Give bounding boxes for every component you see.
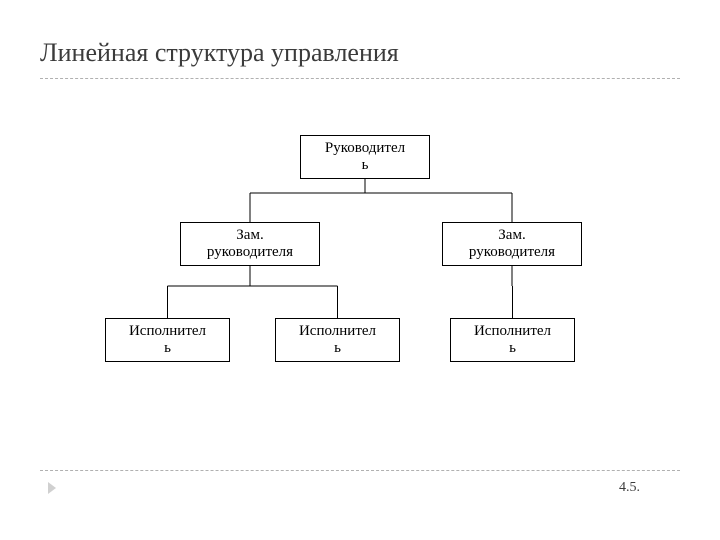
org-node-ex1: Исполнител ь (105, 318, 230, 362)
org-node-ex3: Исполнител ь (450, 318, 575, 362)
slide: Линейная структура управления Руководите… (0, 0, 720, 540)
page-number: 4.5. (619, 480, 640, 496)
org-node-root: Руководител ь (300, 135, 430, 179)
org-node-dep1: Зам. руководителя (180, 222, 320, 266)
org-node-dep2: Зам. руководителя (442, 222, 582, 266)
connector-layer (0, 0, 720, 540)
page-title: Линейная структура управления (40, 38, 399, 68)
title-divider (40, 78, 680, 79)
org-node-ex2: Исполнител ь (275, 318, 400, 362)
footer-divider (40, 470, 680, 471)
footer-marker-icon (48, 482, 56, 494)
